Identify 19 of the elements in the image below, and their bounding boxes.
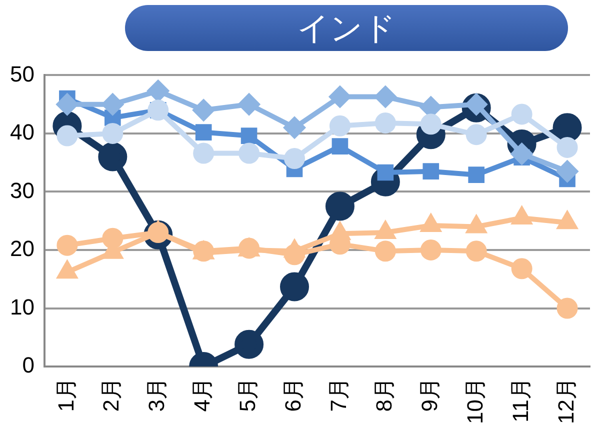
chart-title: インド — [125, 5, 568, 51]
x-tick-label: 10月 — [462, 378, 488, 424]
x-tick-label: 7月 — [326, 378, 352, 412]
y-tick-label: 50 — [10, 61, 34, 86]
x-tick-label: 12月 — [553, 378, 578, 424]
x-tick-label: 3月 — [144, 378, 170, 412]
y-tick-label: 30 — [10, 178, 34, 203]
x-tick-label: 2月 — [98, 378, 124, 412]
x-tick-label: 1月 — [53, 378, 78, 412]
x-tick-label: 11月 — [508, 378, 533, 422]
x-tick-label: 6月 — [280, 378, 306, 412]
y-tick-label: 20 — [10, 236, 34, 262]
y-tick-label: 0 — [22, 352, 34, 378]
x-tick-label: 4月 — [190, 378, 215, 412]
x-tick-label: 8月 — [371, 378, 396, 412]
x-tick-label: 9月 — [416, 378, 442, 412]
y-tick-label: 10 — [10, 294, 34, 320]
y-tick-label: 40 — [10, 120, 34, 145]
x-tick-label: 5月 — [235, 378, 260, 412]
